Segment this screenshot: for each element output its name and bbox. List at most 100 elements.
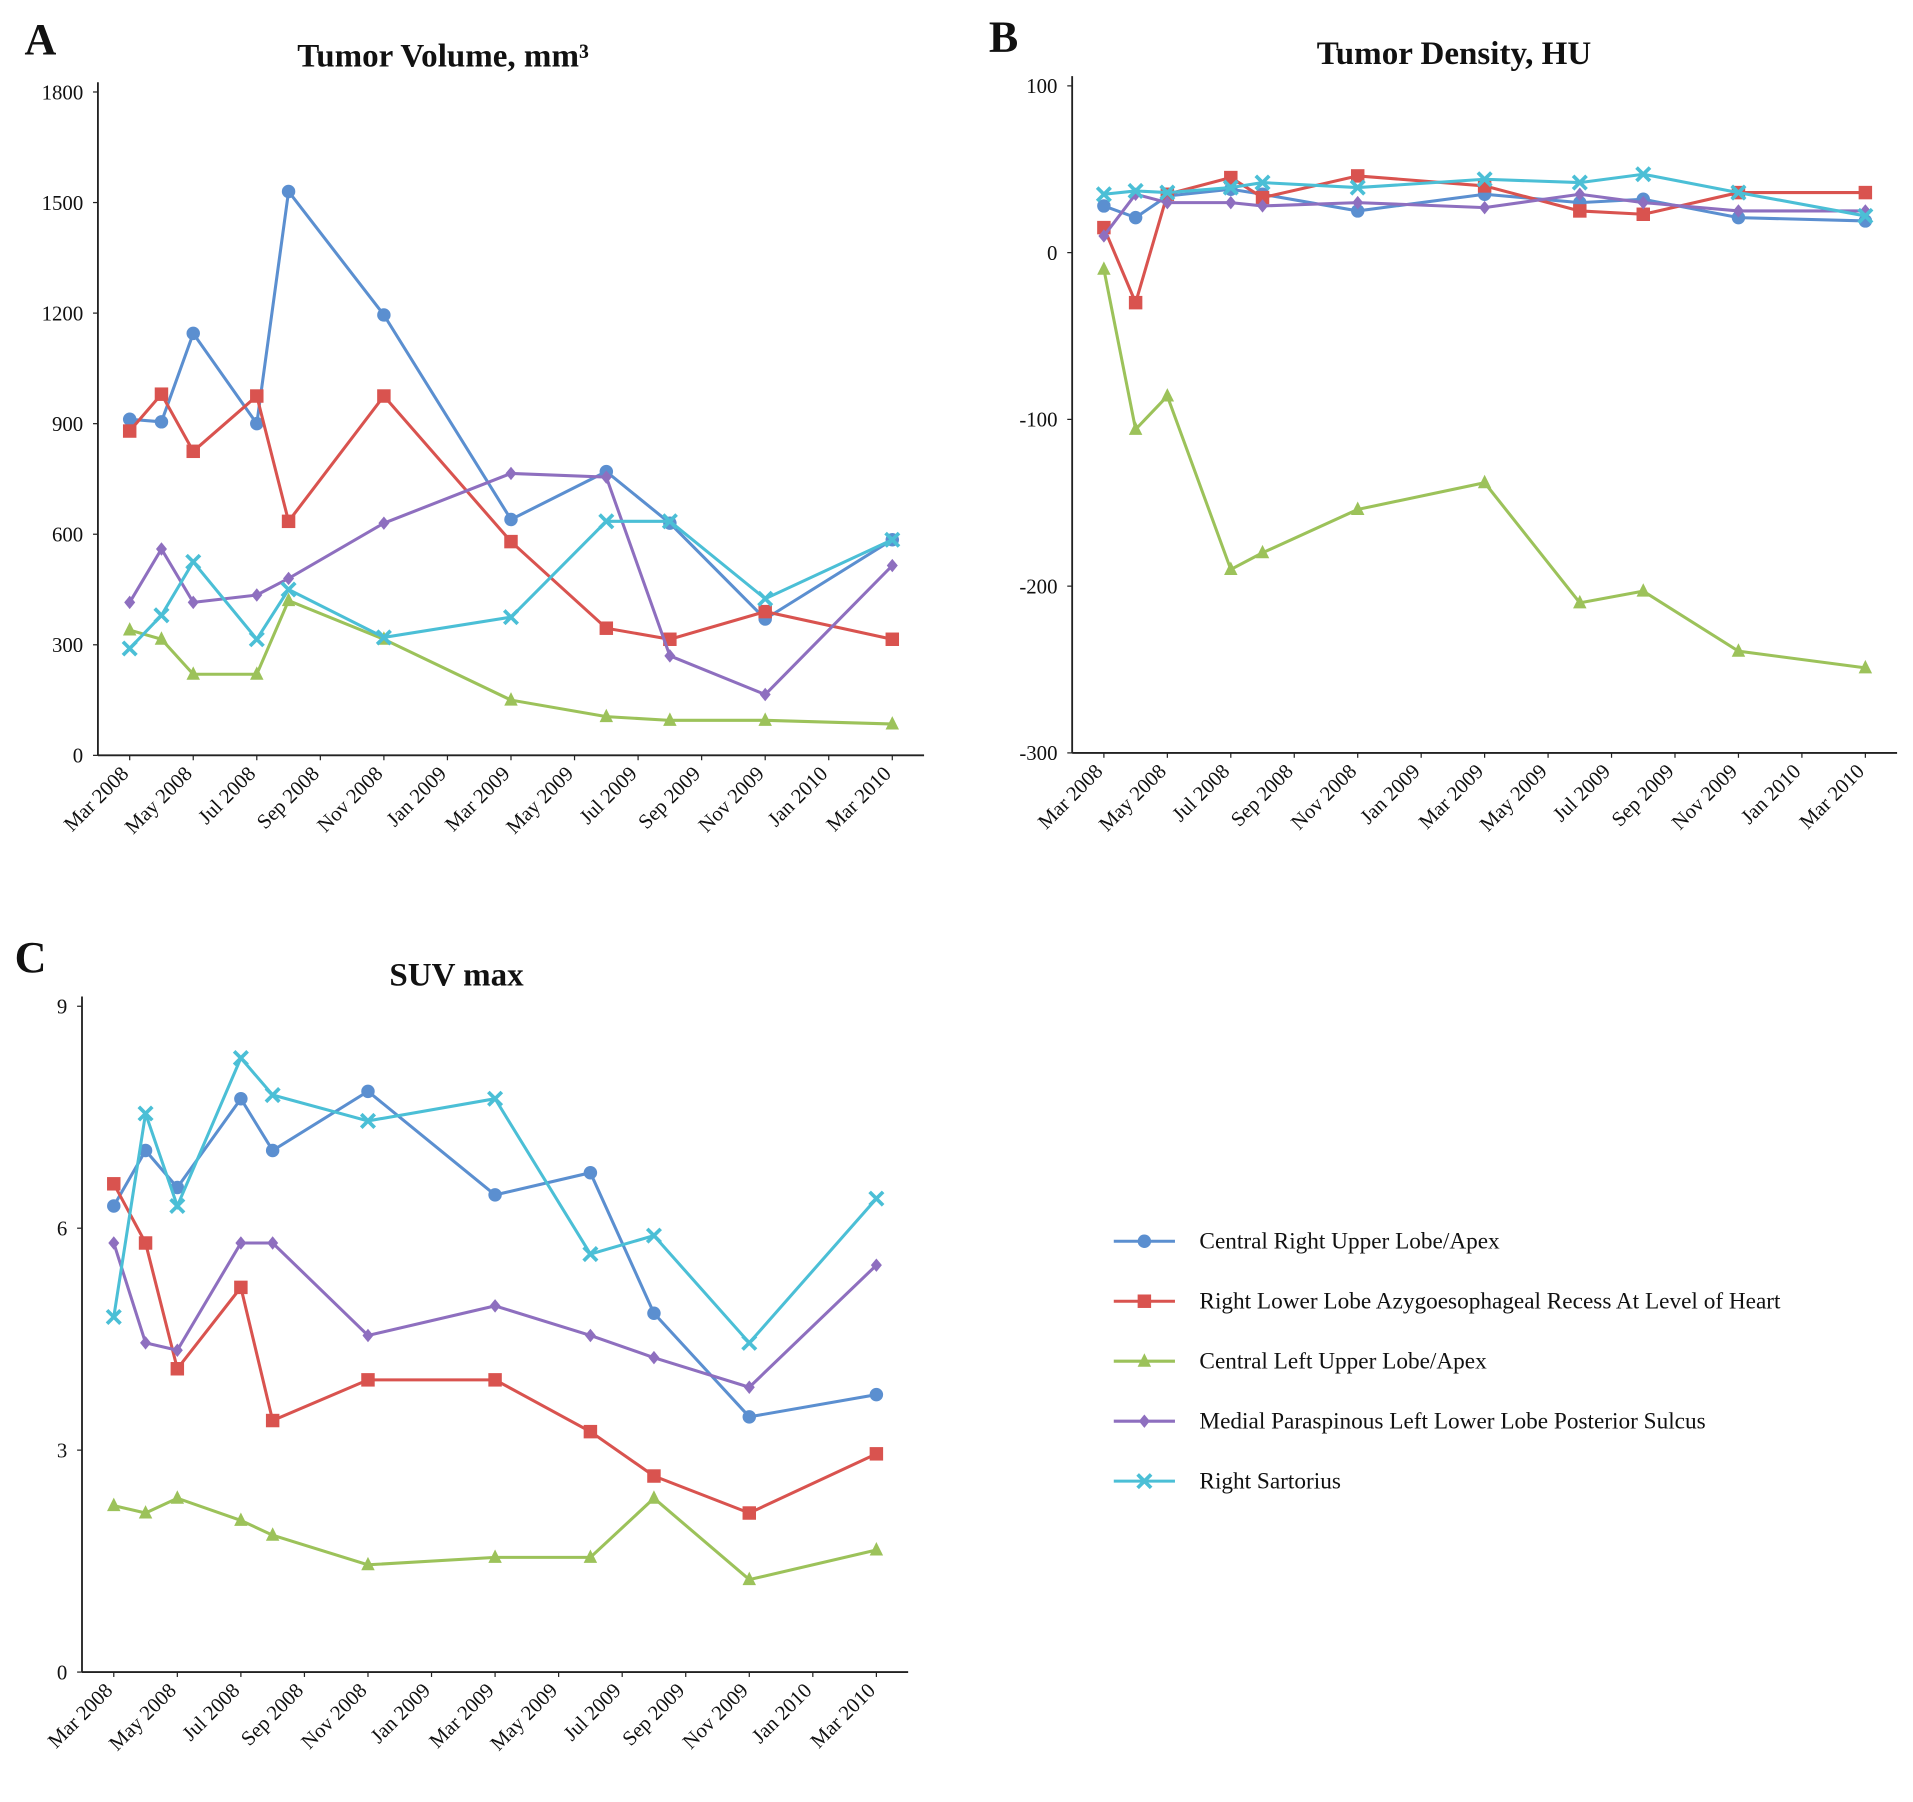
x-tick-label: Mar 2010 [806, 1679, 880, 1753]
marker [648, 1350, 660, 1365]
marker [1224, 170, 1238, 185]
marker [250, 416, 264, 431]
marker [502, 609, 520, 626]
marker [583, 1424, 598, 1439]
marker [281, 592, 296, 607]
marker [885, 716, 900, 730]
marker [232, 1050, 249, 1067]
marker [758, 712, 772, 726]
marker [1858, 659, 1873, 674]
legend-label: Central Right Upper Lobe/Apex [1199, 1229, 1500, 1255]
marker [1476, 171, 1493, 188]
y-tick-label: 0 [73, 745, 83, 768]
marker [582, 1246, 599, 1263]
chart-title: Tumor Volume, mm³ [297, 38, 589, 74]
marker [885, 632, 900, 646]
marker [599, 708, 614, 723]
marker [757, 590, 774, 607]
marker [664, 649, 676, 663]
marker [504, 534, 518, 549]
marker [1350, 169, 1365, 183]
y-tick-label: 100 [1026, 75, 1057, 98]
marker [105, 1308, 122, 1326]
marker [248, 631, 265, 648]
marker [107, 1177, 121, 1191]
marker [1225, 195, 1237, 210]
x-tick-label: Nov 2008 [1287, 760, 1362, 835]
marker [488, 1188, 502, 1202]
marker [122, 412, 137, 426]
marker [377, 308, 391, 322]
marker [375, 629, 392, 646]
marker [170, 1490, 185, 1504]
marker [1137, 1353, 1152, 1367]
marker [1477, 474, 1492, 489]
marker [504, 692, 518, 706]
x-tick-label: Nov 2008 [313, 762, 388, 837]
marker [505, 466, 517, 481]
marker [234, 1512, 248, 1526]
marker [234, 1280, 248, 1295]
marker [1350, 204, 1365, 218]
marker [264, 1087, 281, 1104]
panel-label: C [15, 933, 47, 982]
y-tick-label: 9 [57, 996, 67, 1019]
marker [1159, 184, 1176, 201]
x-tick-label: Nov 2009 [678, 1679, 753, 1754]
marker [487, 1090, 504, 1107]
marker [1479, 200, 1491, 215]
marker [1097, 199, 1111, 213]
y-tick-label: 6 [57, 1218, 67, 1241]
marker [1573, 594, 1587, 609]
marker [743, 1380, 755, 1394]
marker [869, 1387, 884, 1402]
series-line [112, 1183, 878, 1515]
marker [504, 512, 518, 527]
marker [1573, 204, 1587, 218]
marker [488, 1373, 502, 1387]
marker [186, 444, 200, 459]
marker [107, 1497, 121, 1512]
legend-label: Right Lower Lobe Azygoesophageal Recess … [1199, 1289, 1781, 1315]
marker [647, 1490, 661, 1504]
chart-title: Tumor Density, HU [1317, 36, 1592, 72]
marker [488, 1549, 502, 1563]
series-line [112, 1089, 877, 1419]
marker [137, 1105, 154, 1122]
marker [265, 1413, 280, 1428]
marker [265, 1527, 280, 1541]
marker [281, 184, 296, 199]
series-line [1102, 269, 1866, 670]
marker [645, 1227, 662, 1244]
series-line [113, 1496, 877, 1582]
marker [138, 1143, 153, 1158]
marker [869, 1542, 884, 1556]
x-tick-label: Jul 2008 [194, 762, 261, 829]
marker [758, 604, 772, 619]
marker [250, 389, 264, 403]
legend-label: Central Left Upper Lobe/Apex [1199, 1349, 1487, 1375]
x-tick-label: Sep 2008 [1226, 760, 1297, 831]
marker [1858, 185, 1873, 200]
x-tick-label: May 2008 [120, 762, 196, 838]
x-tick-label: May 2008 [1095, 760, 1171, 836]
x-tick-label: May 2009 [502, 762, 578, 838]
marker [138, 1236, 153, 1250]
marker [185, 553, 202, 570]
y-tick-label: 600 [52, 524, 83, 547]
marker [647, 1469, 661, 1483]
marker [870, 1258, 882, 1272]
marker [1254, 174, 1271, 191]
y-tick-label: 1800 [42, 81, 84, 104]
marker [742, 1506, 757, 1520]
x-tick-label: Nov 2009 [1667, 760, 1742, 835]
marker [362, 1328, 374, 1343]
marker [170, 1180, 185, 1195]
y-tick-label: -300 [1019, 742, 1057, 765]
x-tick-label: May 2009 [1475, 760, 1551, 836]
y-tick-label: 3 [57, 1439, 67, 1462]
chart-title: SUV max [389, 957, 524, 993]
marker [489, 1299, 501, 1313]
marker [1731, 643, 1746, 657]
marker [1098, 229, 1110, 243]
